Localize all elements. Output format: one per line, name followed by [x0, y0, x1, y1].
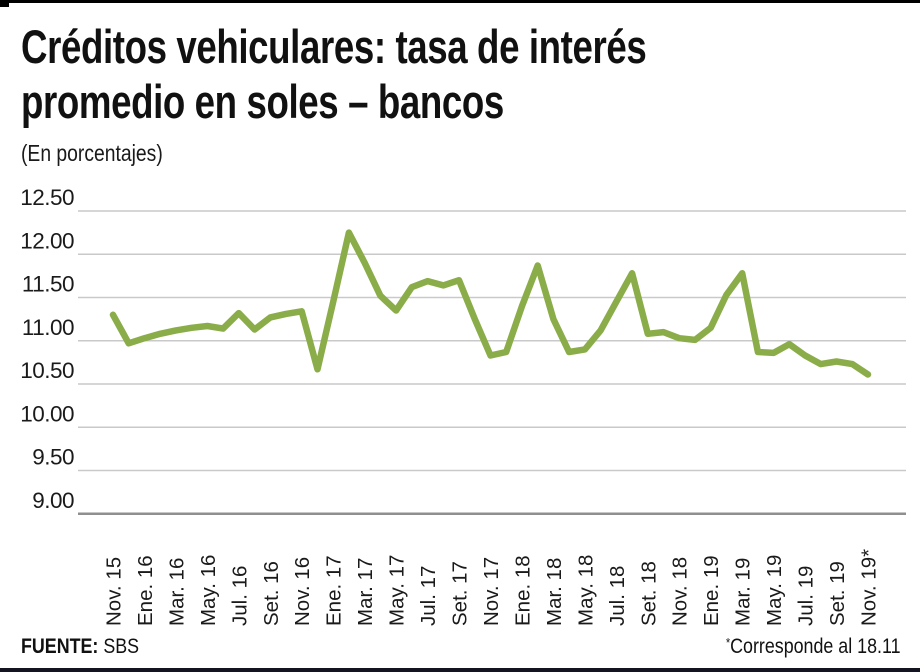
x-tick-label: May. 18 [574, 555, 597, 626]
y-tick-label: 11.00 [22, 315, 74, 340]
x-tick-label: Nov. 16 [291, 557, 314, 626]
bottom-rule [0, 668, 920, 672]
top-rule [0, 0, 920, 7]
x-tick-label: Ene. 19 [700, 555, 723, 626]
x-tick-label: Jul. 18 [606, 566, 629, 626]
title-line-2: promedio en soles – bancos [21, 74, 504, 128]
x-tick-label: Ene. 18 [511, 555, 534, 626]
x-tick-label: Nov. 19* [857, 549, 880, 626]
x-tick-label: Nov. 15 [103, 557, 126, 626]
y-tick-label: 12.00 [20, 228, 74, 253]
y-tick-label: 10.00 [20, 401, 74, 426]
x-tick-label: May. 16 [197, 555, 220, 626]
x-tick-label: Nov. 18 [669, 557, 692, 626]
x-tick-label: May. 17 [386, 555, 409, 626]
x-tick-label: Mar. 18 [543, 558, 566, 626]
x-tick-label: Set. 16 [260, 561, 283, 626]
y-tick-label: 10.50 [20, 358, 74, 383]
x-tick-label: Mar. 17 [354, 558, 377, 626]
x-tick-label: Set. 19 [826, 561, 849, 626]
y-tick-label: 9.00 [32, 488, 74, 513]
page-title: Créditos vehiculares: tasa de interés pro… [21, 20, 647, 129]
data-line [109, 229, 872, 378]
x-tick-label: Set. 18 [637, 561, 660, 626]
x-tick-label: Mar. 16 [165, 558, 188, 626]
x-tick-label: Jul. 19 [795, 566, 818, 626]
chart-subtitle: (En porcentajes) [21, 140, 163, 166]
footnote-text: Corresponde al 18.11 [729, 635, 900, 658]
source-value: SBS [103, 635, 140, 658]
x-tick-label: Ene. 17 [323, 555, 346, 626]
x-tick-label: Jul. 17 [417, 566, 440, 626]
footnote-asterisk: * [725, 635, 730, 650]
footnote: *Corresponde al 18.11 [725, 635, 900, 659]
source-label: FUENTE: [21, 635, 99, 658]
x-tick-label: Nov. 17 [480, 557, 503, 626]
x-tick-label: May. 19 [763, 555, 786, 626]
x-tick-label: Set. 17 [449, 561, 472, 626]
x-tick-label: Mar. 19 [732, 558, 755, 626]
y-tick-label: 9.50 [32, 445, 74, 470]
source-line: FUENTE: SBS [21, 635, 139, 659]
y-tick-label: 12.50 [20, 185, 74, 210]
x-tick-label: Jul. 16 [228, 566, 251, 626]
x-tick-label: Ene. 16 [134, 555, 157, 626]
title-line-1: Créditos vehiculares: tasa de interés [21, 20, 647, 73]
y-tick-label: 11.50 [22, 272, 74, 297]
